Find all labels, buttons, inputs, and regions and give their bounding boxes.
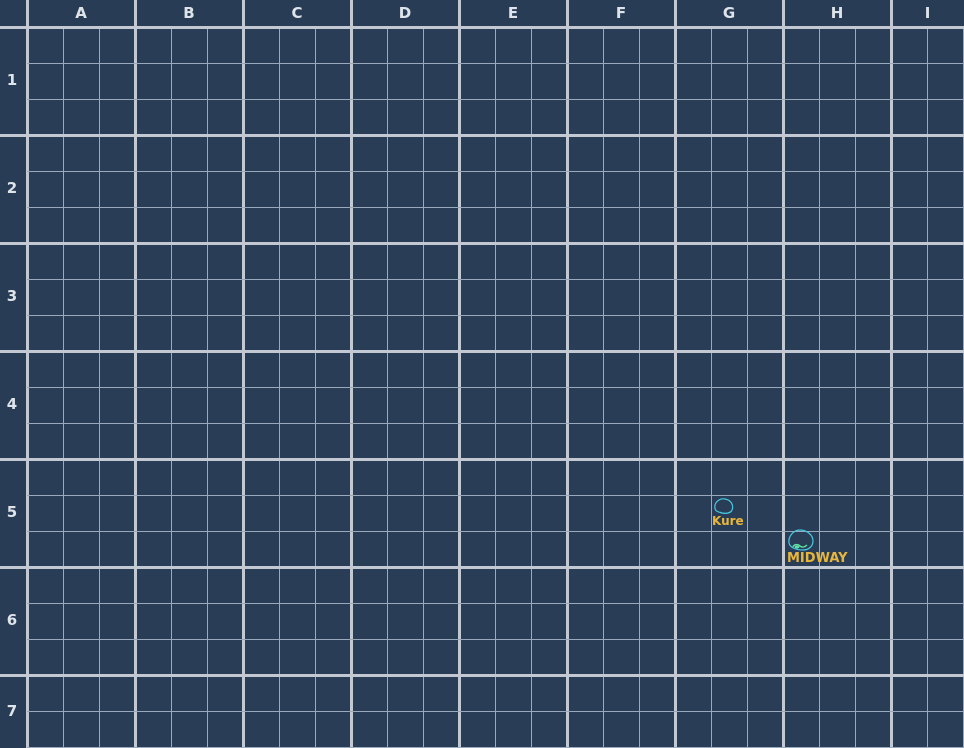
grid-major-vertical bbox=[26, 0, 29, 748]
column-header-bar bbox=[0, 0, 964, 27]
grid-minor-horizontal bbox=[27, 603, 964, 604]
grid-minor-horizontal bbox=[27, 315, 964, 316]
grid-major-vertical bbox=[134, 0, 137, 748]
grid-major-vertical bbox=[242, 0, 245, 748]
row-label-3: 3 bbox=[6, 287, 18, 305]
grid-major-vertical bbox=[674, 0, 677, 748]
grid-major-vertical bbox=[350, 0, 353, 748]
column-label-g: G bbox=[722, 4, 736, 22]
grid-major-horizontal bbox=[0, 566, 964, 569]
row-label-7: 7 bbox=[6, 701, 18, 720]
grid-major-vertical bbox=[782, 0, 785, 748]
grid-minor-horizontal bbox=[27, 99, 964, 100]
atoll-outline-icon bbox=[788, 529, 814, 551]
midway-island-marker[interactable] bbox=[785, 527, 815, 553]
grid-major-horizontal bbox=[0, 242, 964, 245]
grid-major-horizontal bbox=[0, 134, 964, 137]
grid-minor-horizontal bbox=[27, 207, 964, 208]
grid-minor-horizontal bbox=[27, 387, 964, 388]
grid-minor-horizontal bbox=[27, 63, 964, 64]
row-label-5: 5 bbox=[6, 503, 18, 521]
grid-minor-horizontal bbox=[27, 711, 964, 712]
kure-island-label: Kure bbox=[712, 514, 744, 528]
grid-major-horizontal bbox=[0, 350, 964, 353]
row-label-4: 4 bbox=[6, 395, 18, 413]
row-label-2: 2 bbox=[6, 179, 18, 197]
column-label-d: D bbox=[398, 4, 412, 22]
midway-island-label: MIDWAY bbox=[787, 551, 848, 566]
grid-minor-horizontal bbox=[27, 279, 964, 280]
grid-major-horizontal bbox=[0, 26, 964, 29]
grid-major-vertical bbox=[890, 0, 893, 748]
grid-major-horizontal bbox=[0, 674, 964, 677]
column-label-c: C bbox=[291, 4, 303, 22]
grid-minor-horizontal bbox=[27, 531, 964, 532]
column-label-f: F bbox=[615, 4, 627, 22]
row-header-bar bbox=[0, 0, 27, 748]
column-label-e: E bbox=[507, 4, 519, 22]
grid-major-horizontal bbox=[0, 458, 964, 461]
row-label-6: 6 bbox=[6, 611, 18, 629]
column-label-i: I bbox=[924, 4, 931, 22]
column-label-a: A bbox=[75, 4, 87, 22]
island-outline-icon bbox=[714, 498, 734, 514]
grid-major-vertical bbox=[458, 0, 461, 748]
column-label-b: B bbox=[183, 4, 195, 22]
grid-major-vertical bbox=[566, 0, 569, 748]
grid-minor-horizontal bbox=[27, 171, 964, 172]
column-label-h: H bbox=[830, 4, 844, 22]
kure-island-marker[interactable] bbox=[712, 496, 736, 518]
row-label-1: 1 bbox=[6, 71, 18, 89]
grid-minor-horizontal bbox=[27, 495, 964, 496]
grid-minor-horizontal bbox=[27, 639, 964, 640]
grid-minor-horizontal bbox=[27, 423, 964, 424]
